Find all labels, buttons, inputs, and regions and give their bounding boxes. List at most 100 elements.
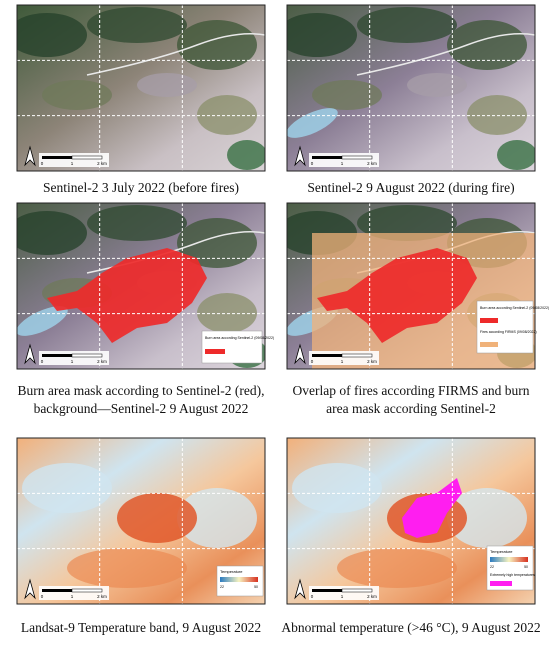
map-panel: 0 1 2 km Burn area according Sentinel-2 (09… [16,202,274,370]
cool-zone [22,463,112,513]
hot-zone [67,548,187,588]
scale-bar [341,155,373,160]
map-image [17,5,265,171]
map-image [17,203,265,369]
caption: Overlap of fires according FIRMS and bur… [292,383,530,416]
scale-label: 0 [311,594,314,599]
scale-bar [341,353,373,358]
terrain-patch [447,20,527,70]
legend-box [201,330,263,364]
caption: Abnormal temperature (>46 °C), 9 August … [281,620,541,635]
scale-label: 0 [41,161,44,166]
burn-area [47,248,207,343]
hot-zone [337,548,457,588]
scale-label: 1 [71,161,74,166]
scale-bar [341,588,373,593]
legend: Burn area according Sentinel-2 (09/08/20… [201,330,274,364]
map-frame [16,202,266,370]
terrain-patch [467,95,527,135]
map-frame [286,4,536,172]
scale-label: 0 [311,161,314,166]
map-frame [16,437,266,605]
color-ramp [220,577,258,582]
caption: Landsat-9 Temperature band, 9 August 202… [20,620,262,635]
color-ramp [490,557,528,562]
map-panel: 0 1 2 km Temperature 22 50 Extremely high temp… [286,437,536,605]
scale-label: 0 [41,594,44,599]
map-panel: 0 1 2 km Burn area according Sentinel-2 (09… [286,202,549,370]
terrain-patch [357,7,457,43]
terrain-patch [287,13,357,57]
terrain-patch [42,80,112,110]
north-arrow [294,343,306,365]
legend: Burn area according Sentinel-2 (09/08/20… [476,300,549,354]
scale-bar [42,589,72,592]
caption: Sentinel-2 3 July 2022 (before fires) [42,180,240,195]
terrain-patch [407,73,467,97]
legend-swatch [205,349,225,354]
scale-bar [312,354,342,357]
map-frame [286,202,536,370]
map-panel: 0 1 2 km [286,4,536,172]
legend-swatch [490,581,512,586]
scale-label: 2 km [367,594,377,599]
terrain-patch [357,205,457,241]
terrain-patch [312,80,382,110]
scale-bar [312,589,342,592]
scale-label: 0 [41,359,44,364]
map-panel: 0 1 2 km [16,4,266,172]
map-frame [286,437,536,605]
caption: Burn area mask according to Sentinel-2 (… [17,383,265,416]
caption: Sentinel-2 9 August 2022 (during fire) [307,180,515,195]
north-arrow [294,145,306,167]
scale-label: 2 km [367,359,377,364]
scale-bar [71,155,103,160]
north-arrow [24,145,36,167]
scale-label: 2 km [97,594,107,599]
road [86,33,265,76]
hot-zone [117,493,197,543]
burn-area [317,248,477,343]
scale-label: 0 [311,359,314,364]
legend: Temperature 22 50 Extremely high temperatur… [486,545,535,591]
terrain-patch [17,13,87,57]
cool-zone [292,463,382,513]
map-image [287,5,535,171]
legend-label: Burn area according Sentinel-2 (09/08/20… [205,336,274,340]
map-panel: 0 1 2 km Temperature 22 50 [16,437,266,605]
terrain-patch [87,7,187,43]
legend: Temperature 22 50 [216,565,264,597]
north-arrow [294,578,306,600]
terrain-patch [137,73,197,97]
legend-swatch [480,342,498,347]
legend-label: Fires according FIRMS (09/08/2022) [480,330,537,334]
cool-zone [447,488,527,548]
scale-bar [42,354,72,357]
legend-swatch [480,318,498,323]
scale-bar [42,156,72,159]
scale-label: 2 km [97,161,107,166]
scale-label: 1 [341,161,344,166]
map-image [17,438,265,604]
terrain-patch [227,140,265,170]
scale-bar [71,588,103,593]
scale-label: 1 [341,359,344,364]
scale-bar [71,353,103,358]
scale-label: 2 km [97,359,107,364]
terrain-patch [197,293,257,333]
terrain-patch [177,218,257,268]
scale-label: 1 [71,359,74,364]
scale-label: 1 [71,594,74,599]
legend-label: Temperature [490,549,513,554]
legend-label: Burn area according Sentinel-2 (09/08/20… [480,306,549,310]
scale-label: 1 [341,594,344,599]
map-frame [16,4,266,172]
legend-label: 50 [254,585,258,589]
legend-label: Temperature [220,569,243,574]
north-arrow [24,343,36,365]
terrain-patch [197,95,257,135]
scale-label: 2 km [367,161,377,166]
legend-label: 50 [524,565,528,569]
